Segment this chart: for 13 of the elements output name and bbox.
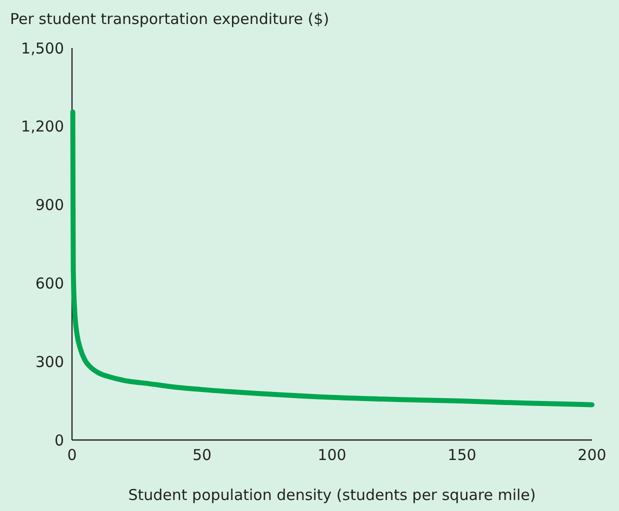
x-tick-label: 50: [192, 446, 212, 464]
y-tick-label: 1,200: [21, 118, 64, 136]
x-tick-label: 100: [318, 446, 346, 464]
y-tick-label: 1,500: [21, 39, 64, 58]
y-tick-label: 600: [35, 274, 64, 292]
x-tick-label: 0: [67, 446, 77, 464]
y-tick-label: 300: [35, 352, 64, 371]
x-tick-label: 200: [578, 446, 606, 464]
y-tick-label: 0: [54, 431, 64, 450]
x-tick-label: 150: [448, 446, 476, 464]
y-axis-title: Per student transportation expenditure ($): [10, 10, 330, 28]
y-tick-label: 900: [35, 196, 64, 214]
x-axis-title: Student population density (students per square mile): [128, 486, 536, 504]
